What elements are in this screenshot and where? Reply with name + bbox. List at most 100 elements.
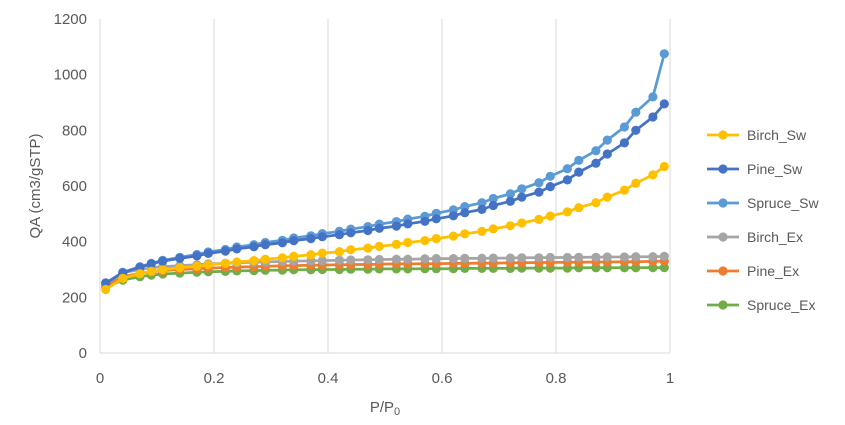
data-point-birch-ex — [420, 254, 430, 264]
legend-label: Birch_Sw — [747, 127, 807, 143]
data-point-spruce-sw — [631, 107, 641, 117]
data-point-birch-sw — [517, 218, 527, 228]
data-point-spruce-sw — [659, 49, 669, 59]
data-point-pine-sw — [460, 208, 470, 218]
data-point-birch-sw — [619, 185, 630, 195]
data-point-birch-ex — [648, 252, 658, 262]
data-point-pine-sw — [648, 112, 658, 122]
data-point-pine-sw — [334, 230, 344, 240]
series-layer — [101, 49, 669, 295]
x-tick-label: 0 — [96, 370, 104, 387]
legend-marker — [718, 266, 728, 276]
data-point-birch-sw — [317, 248, 327, 258]
data-point-pine-sw — [562, 175, 573, 185]
data-point-spruce-ex — [659, 263, 669, 273]
legend-marker — [718, 130, 728, 140]
legend-label: Birch_Ex — [747, 229, 803, 245]
data-point-birch-sw — [232, 257, 242, 267]
data-point-birch-sw — [403, 237, 413, 248]
legend-marker — [718, 164, 728, 174]
data-point-birch-sw — [488, 224, 498, 234]
data-point-pine-sw — [346, 228, 356, 238]
data-point-birch-ex — [619, 252, 630, 262]
data-point-birch-ex — [391, 254, 401, 264]
legend-marker — [718, 300, 728, 310]
data-point-birch-sw — [118, 273, 128, 283]
data-point-birch-sw — [505, 221, 515, 231]
data-point-pine-sw — [306, 234, 316, 244]
data-point-spruce-sw — [517, 184, 527, 194]
legend-item-spruce-ex: Spruce_Ex — [707, 297, 815, 313]
data-point-birch-ex — [448, 254, 458, 264]
data-point-pine-sw — [289, 236, 299, 246]
data-point-spruce-sw — [562, 164, 573, 174]
data-point-birch-sw — [574, 203, 584, 213]
y-tick-label: 0 — [79, 345, 87, 362]
legend-item-pine-ex: Pine_Ex — [707, 263, 799, 279]
x-tick-label: 0.4 — [318, 370, 339, 387]
data-point-birch-sw — [203, 260, 213, 270]
legend-label: Pine_Sw — [747, 161, 803, 177]
data-point-birch-sw — [648, 170, 658, 180]
data-point-spruce-sw — [648, 92, 658, 102]
data-point-birch-ex — [591, 252, 601, 262]
data-point-pine-sw — [158, 256, 168, 266]
data-point-birch-sw — [448, 231, 458, 241]
data-point-spruce-sw — [488, 193, 498, 204]
x-axis-label: P/P0 — [370, 399, 400, 418]
data-point-birch-sw — [477, 226, 487, 236]
data-point-birch-sw — [146, 266, 156, 276]
data-point-pine-sw — [260, 240, 270, 250]
data-point-birch-ex — [431, 254, 441, 264]
data-point-birch-ex — [517, 253, 527, 263]
data-point-pine-sw — [374, 223, 384, 233]
data-point-pine-sw — [403, 219, 413, 229]
data-point-spruce-sw — [619, 122, 630, 132]
data-point-pine-sw — [505, 196, 515, 206]
data-point-birch-sw — [460, 229, 470, 239]
legend: Birch_Sw Pine_Sw Spruce_Sw Birch_Ex Pine_Ex S… — [707, 127, 819, 313]
data-point-spruce-sw — [591, 146, 601, 156]
series-line-pine-sw — [104, 102, 666, 285]
series-line-spruce-ex — [105, 266, 665, 289]
data-point-birch-sw — [260, 254, 270, 264]
data-point-birch-ex — [403, 254, 413, 264]
data-point-birch-sw — [334, 247, 344, 257]
data-point-birch-sw — [431, 234, 441, 244]
data-point-pine-sw — [448, 211, 458, 221]
data-point-birch-sw — [363, 243, 373, 253]
data-point-birch-ex — [488, 253, 498, 263]
data-point-pine-sw — [545, 182, 555, 192]
data-point-pine-sw — [534, 187, 544, 197]
data-point-pine-sw — [619, 138, 630, 148]
data-point-birch-sw — [101, 284, 111, 295]
data-point-pine-sw — [203, 248, 213, 258]
data-point-pine-sw — [135, 262, 145, 272]
data-point-birch-sw — [289, 251, 299, 261]
data-point-pine-sw — [192, 251, 202, 261]
x-tick-label: 0.2 — [204, 370, 225, 387]
data-point-birch-sw — [631, 178, 641, 188]
data-point-birch-ex — [562, 252, 573, 263]
data-point-pine-sw — [602, 149, 612, 159]
tick-labels: 0 0.2 0.4 0.6 0.8 1 0 200 400 600 800 1000 1200 — [54, 11, 675, 387]
data-point-birch-sw — [591, 198, 601, 208]
data-point-birch-ex — [477, 253, 487, 263]
data-point-pine-sw — [391, 221, 401, 231]
data-point-spruce-sw — [545, 171, 555, 181]
data-point-spruce-sw — [574, 155, 584, 165]
data-point-birch-ex — [505, 253, 515, 263]
data-point-pine-sw — [317, 232, 327, 242]
data-point-birch-sw — [391, 239, 401, 249]
data-point-birch-sw — [562, 207, 573, 217]
data-point-pine-sw — [659, 99, 669, 109]
data-point-pine-sw — [420, 216, 430, 226]
data-point-pine-sw — [631, 125, 641, 135]
data-point-birch-sw — [158, 265, 168, 275]
data-point-birch-sw — [545, 211, 555, 221]
legend-label: Pine_Ex — [747, 263, 799, 279]
data-point-birch-sw — [602, 192, 612, 202]
data-point-birch-sw — [420, 236, 430, 246]
legend-item-birch-ex: Birch_Ex — [707, 229, 803, 245]
